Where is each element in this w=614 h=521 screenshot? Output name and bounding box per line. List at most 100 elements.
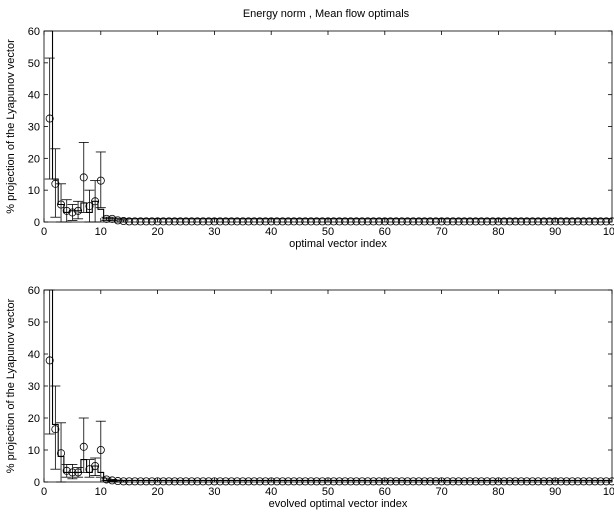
x-tick-label: 60 (379, 226, 391, 238)
data-point (460, 477, 469, 486)
chart-title: Energy norm , Mean flow optimals (243, 8, 410, 20)
data-point (608, 217, 614, 226)
data-point (454, 477, 463, 486)
data-point (335, 217, 344, 226)
data-point (250, 477, 259, 486)
data-point (91, 197, 100, 206)
data-point (539, 217, 548, 226)
data-point (437, 477, 446, 486)
data-point (483, 477, 492, 486)
data-point (289, 477, 298, 486)
data-point (448, 477, 457, 486)
data-point (573, 477, 582, 486)
data-point (79, 442, 88, 451)
data-point (170, 217, 179, 226)
x-tick-label: 20 (151, 226, 163, 238)
x-tick-label: 80 (492, 226, 504, 238)
y-axis-label: % projection of the Lyapunov vector (5, 39, 17, 214)
data-point (238, 477, 247, 486)
y-tick-label: 0 (34, 217, 40, 229)
data-point (358, 477, 367, 486)
data-point (255, 477, 264, 486)
data-point (568, 477, 577, 486)
data-point (517, 477, 526, 486)
data-point (289, 217, 298, 226)
data-point (414, 477, 423, 486)
data-point (233, 217, 242, 226)
data-point (306, 477, 315, 486)
data-point (505, 217, 514, 226)
data-point (272, 217, 281, 226)
x-axis-label: optimal vector index (289, 238, 387, 250)
data-point (363, 477, 372, 486)
data-point (51, 179, 60, 188)
data-point (585, 217, 594, 226)
data-point (608, 477, 614, 486)
data-point (45, 356, 54, 365)
data-point (477, 217, 486, 226)
data-point (346, 477, 355, 486)
data-point (91, 461, 100, 470)
plot-panel-1: 01020304050607080901000102030405060optim… (5, 26, 614, 250)
data-point (522, 217, 531, 226)
step-curve (44, 30, 613, 222)
data-point (346, 217, 355, 226)
data-point (323, 217, 332, 226)
data-point (528, 217, 537, 226)
data-point (136, 217, 145, 226)
data-point (602, 217, 611, 226)
data-point (272, 477, 281, 486)
data-point (57, 449, 66, 458)
data-point (420, 477, 429, 486)
y-tick-label: 10 (28, 445, 40, 457)
x-tick-label: 60 (379, 486, 391, 498)
data-point (159, 217, 168, 226)
data-point (460, 217, 469, 226)
data-point (227, 217, 236, 226)
data-point (210, 477, 219, 486)
data-point (590, 217, 599, 226)
x-tick-label: 0 (41, 486, 47, 498)
data-point (284, 217, 293, 226)
data-point (323, 477, 332, 486)
y-tick-label: 30 (28, 122, 40, 134)
data-point (85, 202, 94, 211)
data-point (108, 214, 117, 223)
data-point (187, 217, 196, 226)
data-point (142, 217, 151, 226)
data-point (119, 477, 128, 486)
data-point (426, 217, 435, 226)
data-point (130, 217, 139, 226)
data-point (306, 217, 315, 226)
data-point (551, 477, 560, 486)
data-point (375, 217, 384, 226)
data-point (216, 217, 225, 226)
data-point (556, 217, 565, 226)
x-tick-label: 80 (492, 486, 504, 498)
data-point (250, 217, 259, 226)
y-tick-label: 20 (28, 413, 40, 425)
data-point (312, 477, 321, 486)
data-point (187, 477, 196, 486)
data-point (352, 477, 361, 486)
plot-panel-2: 01020304050607080901000102030405060evolv… (5, 285, 614, 510)
data-point (238, 217, 247, 226)
data-point (443, 217, 452, 226)
data-point (494, 477, 503, 486)
data-point (545, 217, 554, 226)
data-point (483, 217, 492, 226)
x-tick-label: 90 (549, 226, 561, 238)
x-tick-label: 40 (265, 486, 277, 498)
data-point (397, 477, 406, 486)
data-point (471, 477, 480, 486)
x-tick-label: 20 (151, 486, 163, 498)
data-point (45, 114, 54, 123)
data-point (363, 217, 372, 226)
data-point (511, 217, 520, 226)
data-point (534, 477, 543, 486)
data-point (539, 477, 548, 486)
data-point (534, 217, 543, 226)
data-point (74, 206, 83, 215)
data-point (335, 477, 344, 486)
data-point (255, 217, 264, 226)
